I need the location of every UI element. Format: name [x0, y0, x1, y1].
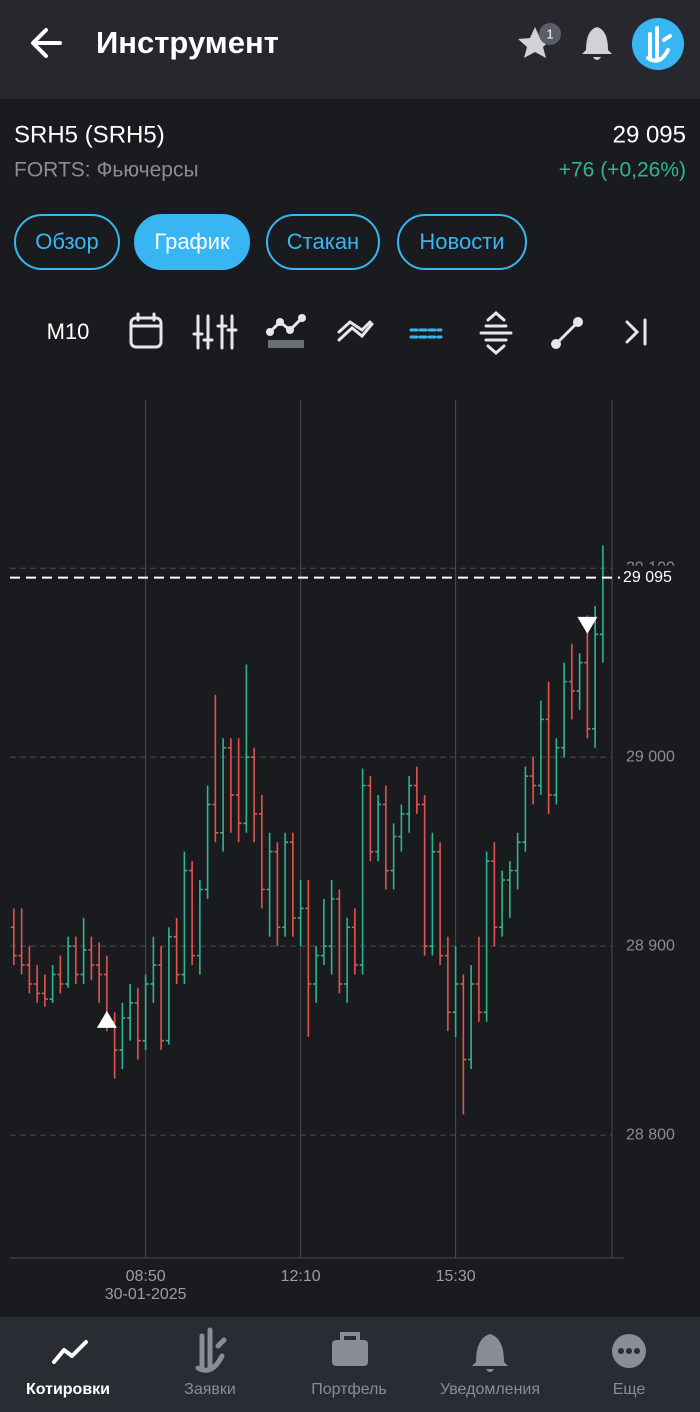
screen-title: Инструмент	[96, 25, 279, 60]
y-tick-label: 28 800	[626, 1126, 675, 1143]
portfolio-icon-handle	[340, 1332, 360, 1340]
more-dot	[634, 1348, 640, 1354]
scroll-end-button[interactable]	[625, 318, 647, 346]
top-bar	[0, 0, 700, 99]
nav-icons	[52, 1327, 646, 1373]
nav-label: Заявки	[184, 1381, 236, 1398]
nav-item[interactable]	[284, 1320, 414, 1410]
nav-item[interactable]	[3, 1320, 133, 1410]
tab-button[interactable]	[14, 214, 120, 270]
indicators-button[interactable]	[268, 316, 304, 334]
instrument-price: 29 095	[613, 121, 686, 148]
icon-dot	[266, 328, 274, 336]
bar-type-button[interactable]	[192, 314, 238, 350]
tab-label: График	[154, 229, 230, 254]
tab-label: Стакан	[287, 229, 359, 254]
scale-button[interactable]	[479, 311, 513, 355]
levels-button[interactable]	[409, 328, 443, 339]
nav-label: Уведомления	[440, 1381, 540, 1398]
nav-label: Котировки	[26, 1381, 110, 1398]
y-tick-label: 28 900	[626, 937, 675, 954]
last-price-tag	[620, 565, 690, 590]
more-dot	[626, 1348, 632, 1354]
x-tick-label: 15:30	[436, 1268, 476, 1285]
instrument-market: FORTS: Фьючерсы	[14, 159, 199, 182]
quotes-icon	[52, 1340, 88, 1364]
trade-marker	[96, 1010, 117, 1028]
tab-button[interactable]	[397, 214, 527, 270]
nav-item[interactable]	[425, 1320, 555, 1410]
notifications-button[interactable]	[582, 27, 612, 60]
tab-label: Новости	[419, 229, 504, 254]
compare-button[interactable]	[337, 320, 374, 342]
toolbar-icons	[129, 311, 647, 355]
toolbar-icon-fills	[266, 314, 583, 349]
tab-button[interactable]	[134, 214, 250, 270]
icon-dot	[298, 314, 306, 322]
portfolio-icon	[332, 1340, 368, 1366]
nav-item[interactable]	[145, 1320, 275, 1410]
drawing-button[interactable]	[554, 320, 580, 346]
favorites-badge	[539, 23, 561, 45]
tab-button[interactable]	[266, 214, 380, 270]
icon-volume	[268, 340, 304, 348]
tab-label: Обзор	[35, 229, 99, 254]
notifications-icon	[472, 1334, 508, 1372]
icon-dot	[286, 326, 294, 334]
timeframe-button[interactable]: M10	[47, 319, 90, 344]
instrument-name: SRH5 (SRH5)	[14, 121, 165, 148]
x-tick-label: 08:50	[126, 1268, 166, 1285]
instrument-change: +76 (+0,26%)	[559, 159, 686, 182]
last-price-label: 29 095	[623, 569, 672, 586]
icon-dot	[276, 318, 284, 326]
nav-item[interactable]	[564, 1320, 694, 1410]
x-date-label: 30-01-2025	[105, 1286, 187, 1303]
calendar-button[interactable]	[129, 316, 163, 349]
y-tick-label: 29 000	[626, 748, 675, 765]
x-tick-label: 12:10	[281, 1268, 321, 1285]
orders-icon	[195, 1327, 227, 1373]
more-dot	[618, 1348, 624, 1354]
nav-label: Портфель	[311, 1381, 386, 1398]
favorites-badge-count: 1	[546, 26, 553, 41]
nav-label: Еще	[613, 1381, 646, 1398]
trade-marker	[577, 616, 598, 634]
icon-dot	[573, 317, 583, 327]
favorites-button[interactable]	[518, 27, 552, 58]
back-button[interactable]	[31, 28, 62, 58]
calendar-icon-detail	[129, 312, 163, 328]
avatar-icon	[646, 26, 672, 63]
icon-dot	[551, 339, 561, 349]
